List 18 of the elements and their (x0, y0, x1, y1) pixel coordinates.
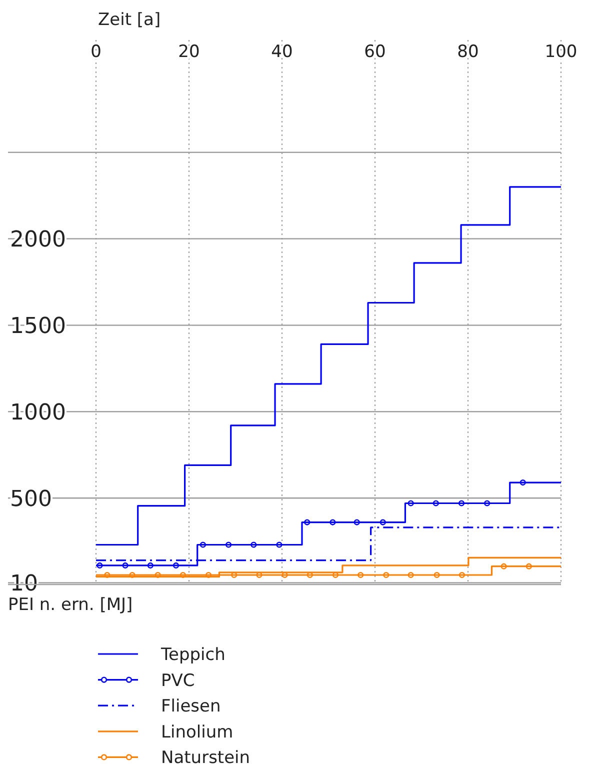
legend-label: Naturstein (161, 748, 250, 764)
x-tick-label: 0 (90, 42, 102, 62)
y-tick-label: 2000 (10, 227, 66, 252)
y-tick-label: 1000 (10, 400, 66, 426)
y-tick-label: 500 (10, 486, 52, 512)
y-tick-label: 1500 (10, 314, 66, 339)
x-tick-label: 20 (178, 42, 200, 62)
x-tick-label: 100 (544, 42, 578, 62)
legend-label: Linolium (161, 722, 234, 742)
legend-label: Teppich (160, 645, 226, 665)
legend-label: Fliesen (161, 696, 221, 717)
y-axis-title: PEI n. ern. [MJ] (8, 595, 133, 615)
y-tick-label: 10 (10, 571, 38, 596)
x-tick-label: 80 (457, 42, 479, 62)
legend-label: PVC (161, 670, 195, 691)
x-tick-label: 60 (364, 42, 386, 62)
x-axis-title: Zeit [a] (98, 10, 161, 30)
x-tick-label: 40 (271, 42, 293, 62)
